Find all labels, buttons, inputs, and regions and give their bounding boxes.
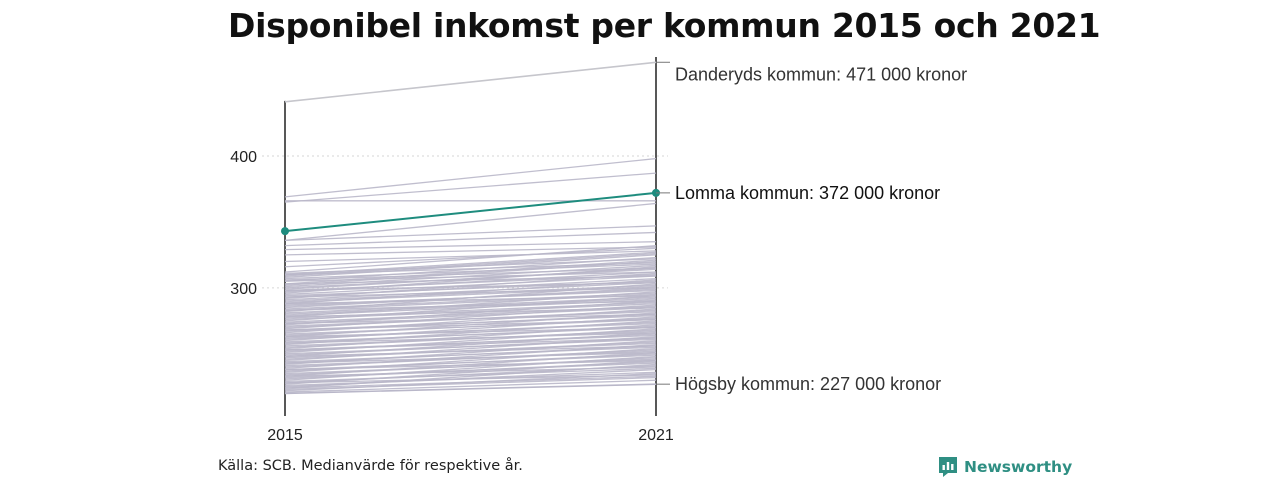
chart-title: Disponibel inkomst per kommun 2015 och 2… [228,6,1101,45]
series-line-47 [284,332,657,358]
series-line-5 [284,231,657,247]
source-note: Källa: SCB. Medianvärde för respektive å… [218,458,523,474]
series-line-93 [284,267,657,290]
series-line-82 [284,307,657,325]
x-tick-label-2021: 2021 [638,427,674,444]
series-line-114 [284,287,657,298]
series-line-71 [284,350,657,367]
series-line-61 [284,359,657,385]
series-line-26 [284,297,657,315]
series-line-12 [284,263,657,280]
series-line-104 [284,351,657,364]
series-line-109 [284,318,657,331]
series-line-51 [284,339,657,366]
series-line-högsby-kommun [284,383,657,395]
series-line-105 [284,345,657,358]
series-line-4 [284,225,657,242]
series-line-41 [284,320,657,346]
series-line-45 [284,328,657,354]
series-line-97 [284,254,657,278]
series-line-73 [284,342,657,359]
series-line-113 [284,295,657,305]
x-tick-label-2015: 2015 [267,427,303,444]
series-line-95 [284,259,657,285]
series-line-77 [284,326,657,343]
series-line-59 [284,355,657,381]
series-line-118 [284,262,657,276]
series-label-lomma-kommun: Lomma kommun: 372 000 kronor [675,183,940,203]
series-line-6 [284,241,657,251]
series-line-117 [284,267,657,281]
series-line-83 [284,303,657,321]
series-line-86 [284,292,657,310]
series-line-85 [284,296,657,314]
series-line-116 [284,275,657,285]
labeled-lines-layer [281,61,660,395]
series-line-108 [284,326,657,338]
series-line-90 [284,277,657,298]
series-line-20 [284,284,657,302]
series-line-100 [284,375,657,389]
muted-lines-layer [284,157,657,393]
series-line-9 [284,247,657,268]
series-line-14 [284,260,657,286]
series-line-110 [284,313,657,325]
series-line-0 [284,157,657,198]
series-line-70 [284,354,657,371]
series-line-53 [284,343,657,369]
series-line-102 [284,366,657,377]
series-line-72 [284,346,657,363]
series-line-49 [284,336,657,362]
newsworthy-logo-icon [939,457,957,477]
series-line-lomma-kommun [284,191,657,233]
series-label-högsby-kommun: Högsby kommun: 227 000 kronor [675,374,941,394]
y-tick-label-300: 300 [230,281,257,298]
series-line-74 [284,338,657,355]
axis-layer: 2015 2021 [267,57,674,444]
series-line-8 [284,250,657,263]
series-line-98 [284,251,657,276]
series-line-111 [284,307,657,318]
series-labels-layer: Danderyds kommun: 471 000 kronor Lomma ko… [656,61,967,394]
series-line-92 [284,271,657,293]
series-line-danderyds-kommun [284,61,657,103]
series-line-1 [284,172,657,203]
series-line-3 [284,202,657,242]
series-line-7 [284,246,657,256]
series-line-107 [284,332,657,344]
series-line-91 [284,275,657,296]
series-line-67 [284,367,657,383]
y-tick-label-400: 400 [230,149,257,166]
series-line-96 [284,256,657,282]
series-line-65 [284,376,657,391]
brand-logo[interactable]: Newsworthy [938,456,1072,478]
series-line-79 [284,318,657,335]
series-label-danderyds-kommun: Danderyds kommun: 471 000 kronor [675,64,967,84]
series-line-80 [284,314,657,331]
series-line-112 [284,300,657,311]
series-line-106 [284,337,657,351]
series-line-103 [284,359,657,371]
series-line-101 [284,374,657,384]
series-line-115 [284,281,657,292]
brand-name: Newsworthy [964,458,1073,476]
series-line-99 [284,379,657,393]
grid-layer: 300 400 [230,149,668,298]
series-line-76 [284,330,657,347]
series-line-89 [284,281,657,301]
series-line-57 [284,351,657,377]
series-line-87 [284,288,657,307]
series-line-119 [284,245,657,273]
series-point-lomma-kommun-2015 [281,227,289,236]
